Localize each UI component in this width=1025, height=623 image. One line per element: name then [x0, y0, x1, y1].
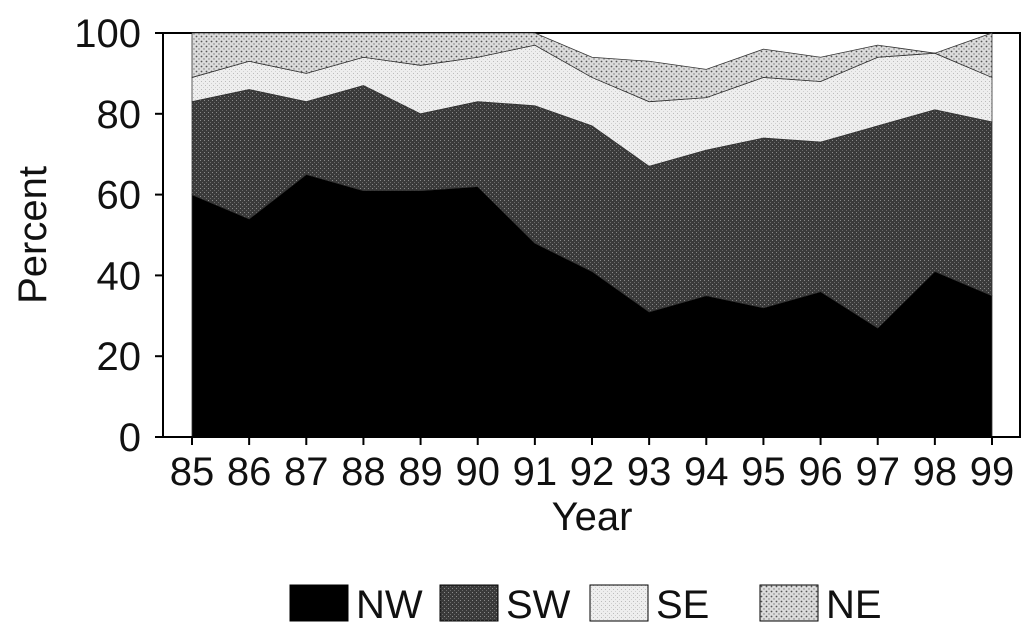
x-tick-label: 90: [455, 450, 500, 494]
x-tick-label: 98: [913, 450, 958, 494]
legend-swatch-nw: [289, 584, 349, 622]
x-tick-label: 87: [284, 450, 329, 494]
x-tick-labels: 85 86 87 88 89 90 91 92 93 94 95 96 97 98 99: [170, 437, 1015, 494]
x-tick-label: 85: [170, 450, 215, 494]
y-tick-label: 80: [97, 93, 142, 137]
y-tick-labels: 0 20 40 60 80 100: [74, 12, 163, 460]
y-tick-label: 40: [97, 254, 142, 298]
legend-label-nw: NW: [356, 583, 423, 623]
legend: NW SW SE NE: [289, 583, 882, 623]
x-tick-label: 88: [341, 450, 386, 494]
legend-swatch-se: [589, 584, 649, 622]
legend-label-ne: NE: [826, 583, 882, 623]
y-tick-label: 0: [119, 416, 141, 460]
x-tick-label: 89: [398, 450, 443, 494]
y-tick-label: 20: [97, 335, 142, 379]
x-tick-label: 94: [684, 450, 729, 494]
x-tick-label: 97: [855, 450, 900, 494]
area-series-ne: [191, 32, 993, 103]
x-tick-label: 99: [970, 450, 1015, 494]
legend-swatch-sw: [439, 584, 499, 622]
y-tick-label: 60: [97, 174, 142, 218]
x-tick-label: 86: [227, 450, 272, 494]
x-tick-label: 91: [513, 450, 558, 494]
x-tick-label: 95: [741, 450, 786, 494]
legend-label-sw: SW: [506, 583, 571, 623]
x-axis-title: Year: [552, 495, 633, 539]
x-tick-label: 92: [570, 450, 615, 494]
legend-label-se: SE: [656, 583, 709, 623]
x-tick-label: 96: [798, 450, 843, 494]
y-tick-label: 100: [74, 12, 141, 56]
y-axis-title: Percent: [11, 166, 55, 304]
legend-swatch-ne: [759, 584, 819, 622]
areas-group: [191, 32, 993, 438]
x-tick-label: 93: [627, 450, 672, 494]
